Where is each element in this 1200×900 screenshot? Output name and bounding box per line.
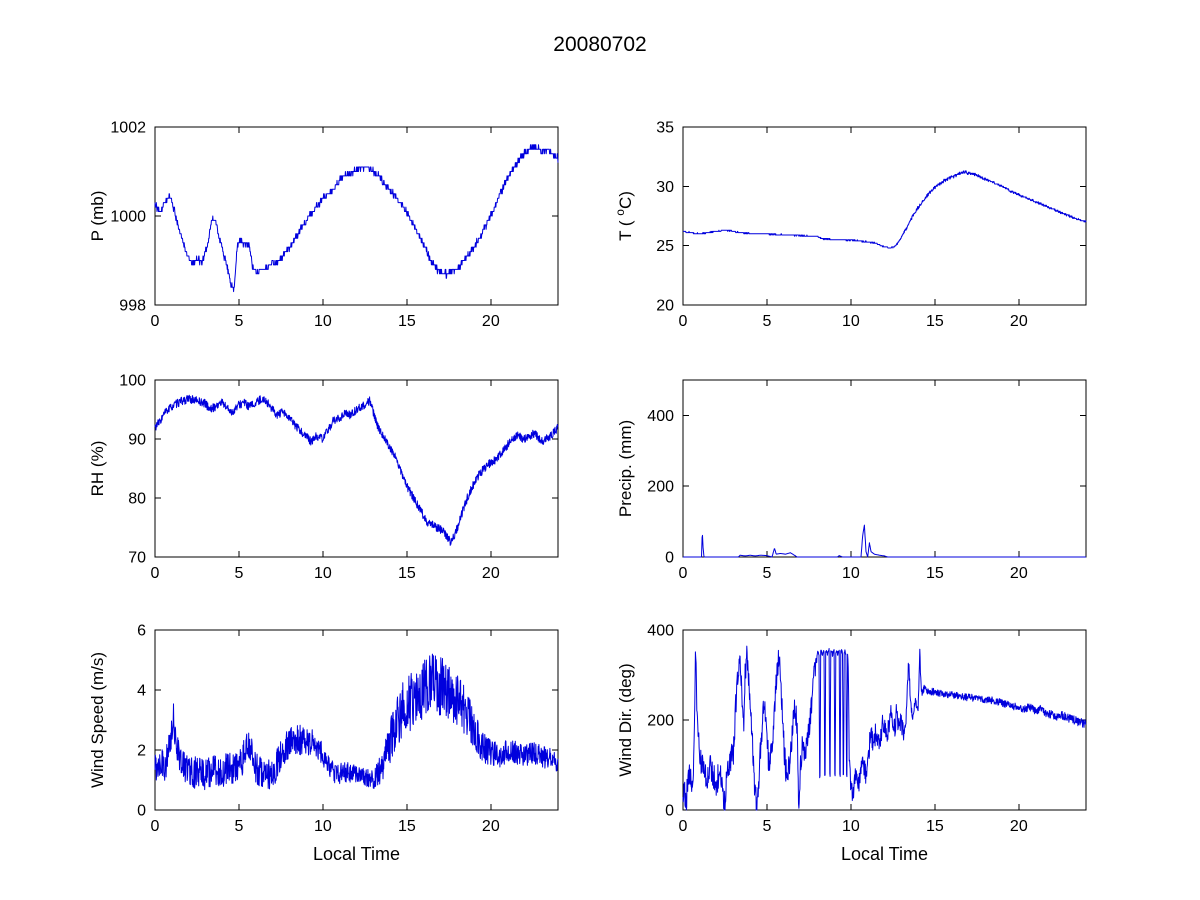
x-tick-label: 15: [398, 565, 416, 582]
x-tick-label: 0: [151, 565, 160, 582]
temperature-series-line: [682, 170, 1087, 249]
y-tick-label: 1002: [110, 120, 146, 137]
y-tick-label: 100: [119, 373, 146, 390]
x-tick-label: 10: [842, 313, 860, 330]
y-tick-label: 90: [128, 432, 146, 449]
chart-wind_speed: 0 5 10 15 20 0 2 4 6 Wind Speed (m/s) Local Time: [88, 623, 559, 864]
x-tick-label: 0: [679, 313, 688, 330]
y-tick-label: 200: [647, 713, 674, 730]
rh-series-line: [154, 394, 559, 546]
y-tick-label: 4: [137, 683, 146, 700]
wind_speed-series-line: [154, 653, 559, 791]
rh-ylabel: RH (%): [88, 441, 107, 497]
x-tick-label: 10: [314, 565, 332, 582]
precip-series-line: [682, 524, 1087, 558]
y-tick-label: 400: [647, 623, 674, 640]
x-tick-label: 0: [679, 565, 688, 582]
x-tick-label: 15: [398, 313, 416, 330]
pressure-axes-box: [154, 126, 559, 306]
x-tick-label: 20: [1010, 818, 1028, 835]
y-tick-label: 400: [647, 408, 674, 425]
x-tick-label: 0: [151, 818, 160, 835]
x-tick-label: 15: [926, 313, 944, 330]
x-tick-label: 0: [151, 313, 160, 330]
x-tick-label: 15: [398, 818, 416, 835]
y-tick-label: 0: [665, 550, 674, 567]
x-tick-label: 5: [763, 818, 772, 835]
y-tick-label: 80: [128, 491, 146, 508]
temperature-ylabel: T ( oC): [613, 191, 635, 241]
x-tick-label: 10: [842, 565, 860, 582]
temperature-axes-box: [682, 126, 1087, 306]
x-tick-label: 20: [482, 565, 500, 582]
wind_speed-ylabel: Wind Speed (m/s): [88, 652, 107, 788]
figure-title: 20080702: [553, 33, 647, 56]
x-tick-label: 5: [235, 818, 244, 835]
rh-axes-box: [154, 379, 559, 558]
y-tick-label: 0: [665, 803, 674, 820]
x-axis-label: Local Time: [841, 844, 928, 864]
x-tick-label: 20: [1010, 313, 1028, 330]
y-tick-label: 25: [656, 238, 674, 255]
wind_dir-ylabel: Wind Dir. (deg): [616, 663, 635, 776]
chart-temperature: 0 5 10 15 20 20 25 30 35 T ( oC): [613, 120, 1087, 330]
x-tick-label: 10: [314, 313, 332, 330]
x-tick-label: 5: [763, 565, 772, 582]
y-tick-label: 20: [656, 298, 674, 315]
x-tick-label: 15: [926, 818, 944, 835]
pressure-series-line: [154, 144, 559, 293]
x-tick-label: 15: [926, 565, 944, 582]
y-tick-label: 998: [119, 298, 146, 315]
y-tick-label: 6: [137, 623, 146, 640]
x-tick-label: 5: [235, 565, 244, 582]
y-tick-label: 200: [647, 479, 674, 496]
chart-rh: 0 5 10 15 20 70 80 90 100 RH (%): [88, 373, 559, 582]
x-axis-label: Local Time: [313, 844, 400, 864]
x-tick-label: 0: [679, 818, 688, 835]
x-tick-label: 20: [1010, 565, 1028, 582]
precip-ylabel: Precip. (mm): [616, 420, 635, 517]
x-tick-label: 10: [314, 818, 332, 835]
x-tick-label: 5: [235, 313, 244, 330]
x-tick-label: 20: [482, 818, 500, 835]
wind_dir-series-line: [682, 645, 1087, 811]
wind_speed-axes-box: [154, 629, 559, 811]
y-tick-label: 70: [128, 550, 146, 567]
pressure-ylabel: P (mb): [88, 191, 107, 242]
precip-axes-box: [682, 379, 1087, 558]
x-tick-label: 5: [763, 313, 772, 330]
y-tick-label: 0: [137, 803, 146, 820]
y-tick-label: 30: [656, 179, 674, 196]
y-tick-label: 35: [656, 120, 674, 137]
y-tick-label: 1000: [110, 209, 146, 226]
x-tick-label: 10: [842, 818, 860, 835]
y-tick-label: 2: [137, 743, 146, 760]
x-tick-label: 20: [482, 313, 500, 330]
chart-pressure: 0 5 10 15 20 998 1000 1002 P (mb): [88, 120, 559, 330]
